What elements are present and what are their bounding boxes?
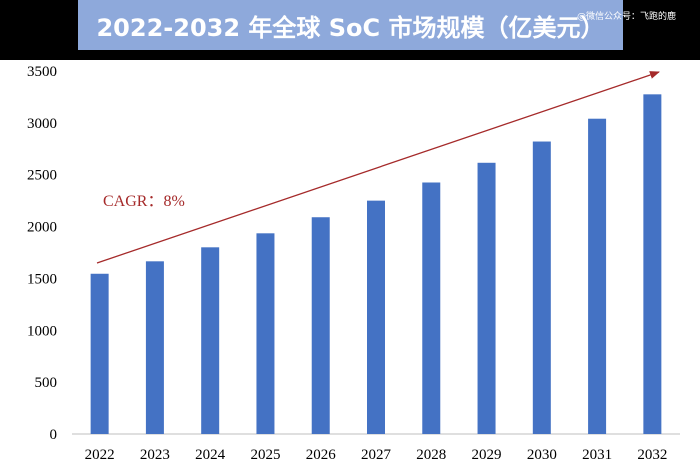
bar-2025 bbox=[256, 233, 275, 434]
y-tick-label: 500 bbox=[35, 375, 58, 391]
bar-2030 bbox=[532, 141, 551, 435]
bar-2023 bbox=[145, 261, 164, 434]
y-tick-label: 1000 bbox=[27, 323, 57, 339]
y-tick-label: 0 bbox=[50, 427, 58, 443]
x-axis: 2022 2023 2024 2025 2026 2027 2028 2029 2030 2031… bbox=[72, 433, 680, 463]
chart-title: 2022-2032 年全球 SoC 市场规模（亿美元） bbox=[96, 13, 605, 42]
x-tick-label: 2027 bbox=[361, 447, 392, 463]
bar-2026 bbox=[311, 217, 330, 434]
title-banner: 2022-2032 年全球 SoC 市场规模（亿美元） bbox=[78, 0, 623, 50]
cagr-label: CAGR：8% bbox=[103, 193, 185, 210]
x-tick-label: 2025 bbox=[250, 447, 280, 463]
x-tick-label: 2030 bbox=[527, 447, 557, 463]
y-tick-label: 3500 bbox=[27, 64, 57, 80]
y-tick-label: 2500 bbox=[27, 168, 57, 184]
x-tick-label: 2029 bbox=[472, 447, 502, 463]
x-tick-label: 2023 bbox=[140, 447, 170, 463]
y-tick-label: 1500 bbox=[27, 271, 57, 287]
x-tick-label: 2022 bbox=[85, 447, 115, 463]
bar-2032 bbox=[643, 94, 662, 434]
y-axis: 0 500 1000 1500 2000 2500 3000 3500 bbox=[27, 64, 57, 443]
x-tick-label: 2024 bbox=[195, 447, 226, 463]
y-tick-label: 3000 bbox=[27, 116, 57, 132]
bar-2031 bbox=[588, 118, 607, 435]
x-tick-label: 2028 bbox=[416, 447, 446, 463]
bar-2024 bbox=[201, 247, 220, 434]
bar-2027 bbox=[367, 200, 385, 434]
bar-2028 bbox=[422, 182, 441, 434]
y-tick-label: 2000 bbox=[27, 220, 57, 236]
x-tick-label: 2031 bbox=[582, 447, 612, 463]
bar-2029 bbox=[477, 162, 496, 434]
cagr-trend-arrow bbox=[96, 71, 660, 264]
watermark: @微信公众号：飞跑的鹿 bbox=[577, 12, 677, 22]
x-tick-label: 2032 bbox=[637, 447, 667, 463]
x-tick-label: 2026 bbox=[306, 447, 337, 463]
bars-group bbox=[90, 94, 662, 435]
bar-2022 bbox=[90, 273, 109, 434]
